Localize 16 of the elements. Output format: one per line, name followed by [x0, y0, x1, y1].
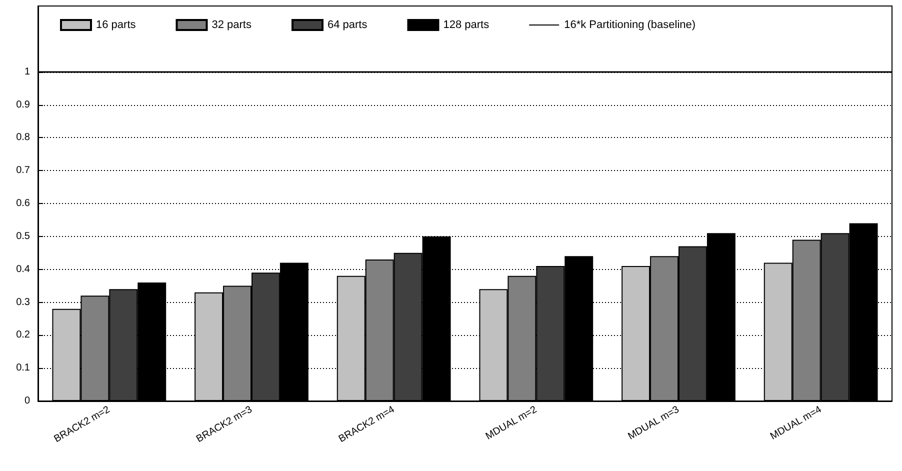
y-tick-label: 0.2	[16, 330, 30, 341]
y-tick-label: 0.8	[16, 132, 30, 144]
y-tick-label: 0.3	[16, 296, 30, 308]
y-tick-label: 0.7	[16, 165, 30, 176]
legend-label: 128 parts	[443, 19, 490, 31]
legend-label: 16 parts	[96, 19, 136, 31]
y-tick-label: 0.1	[16, 362, 30, 374]
y-tick-label: 1	[24, 66, 30, 78]
y-tick-label: 0	[24, 396, 30, 406]
legend-label: 16*k Partitioning (baseline)	[564, 19, 696, 31]
y-tick-label: 0.6	[16, 198, 30, 209]
y-tick-label: 0.4	[16, 264, 30, 275]
y-tick-label: 0.5	[16, 230, 30, 242]
y-tick-label: 0.9	[16, 99, 30, 110]
legend-label: 32 parts	[212, 19, 252, 31]
legend-label: 64 parts	[327, 19, 368, 31]
